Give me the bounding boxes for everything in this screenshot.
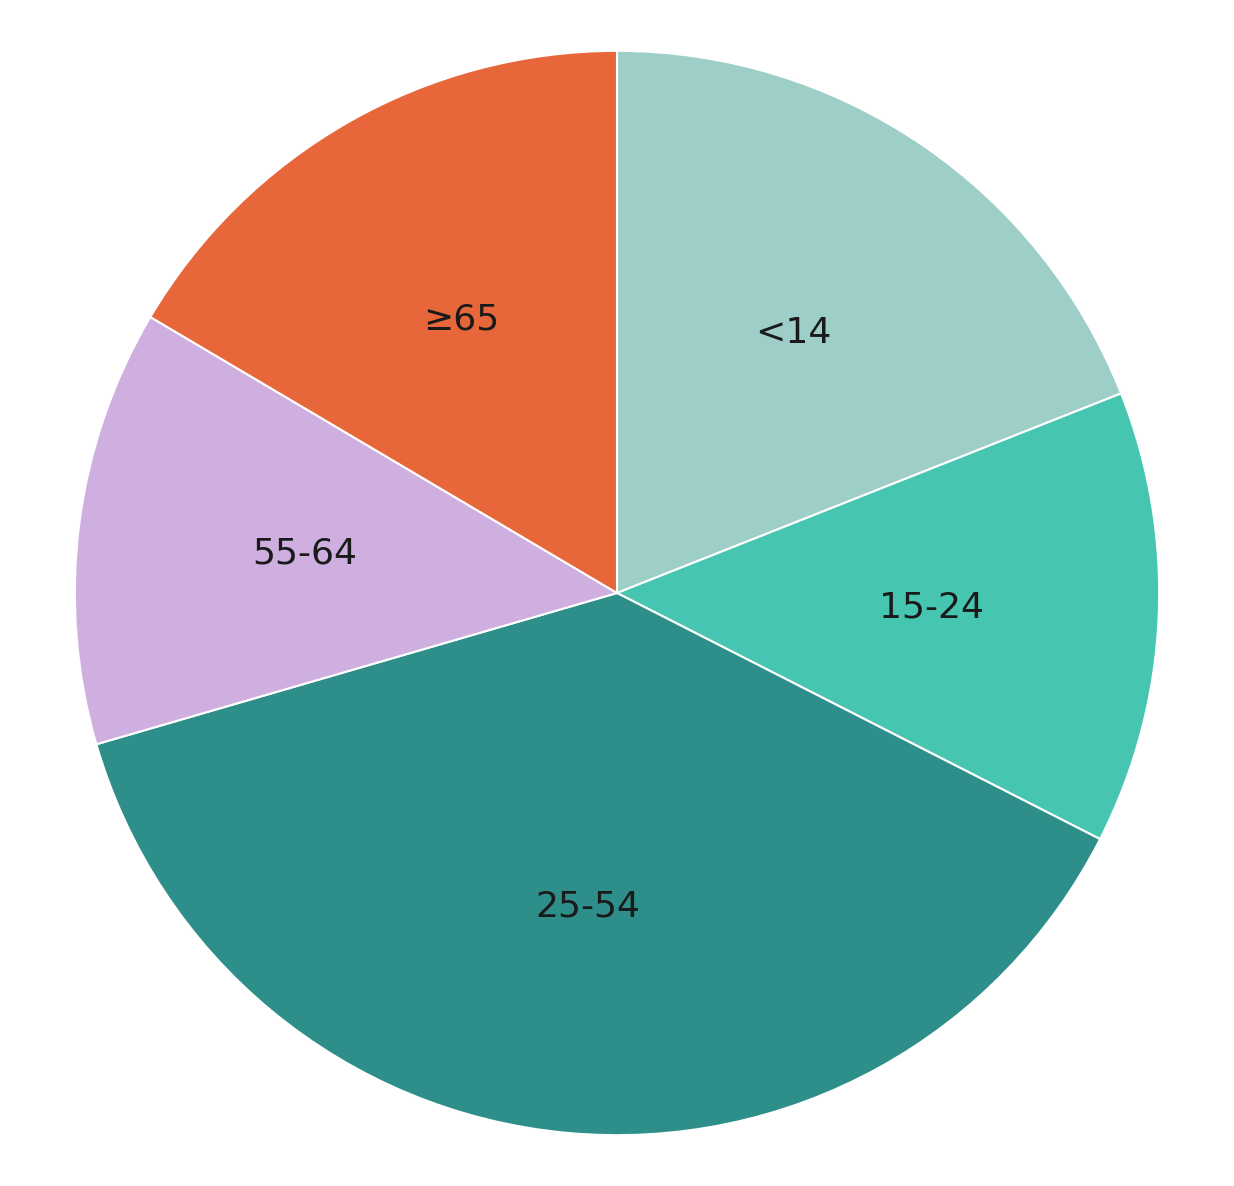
- Wedge shape: [617, 51, 1122, 593]
- Text: 25-54: 25-54: [534, 890, 640, 923]
- Wedge shape: [75, 317, 617, 745]
- Text: 15-24: 15-24: [879, 591, 983, 625]
- Text: ≥65: ≥65: [423, 302, 500, 337]
- Wedge shape: [151, 51, 617, 593]
- Wedge shape: [96, 593, 1099, 1135]
- Text: <14: <14: [755, 315, 832, 350]
- Wedge shape: [617, 394, 1159, 840]
- Text: 55-64: 55-64: [253, 536, 358, 570]
